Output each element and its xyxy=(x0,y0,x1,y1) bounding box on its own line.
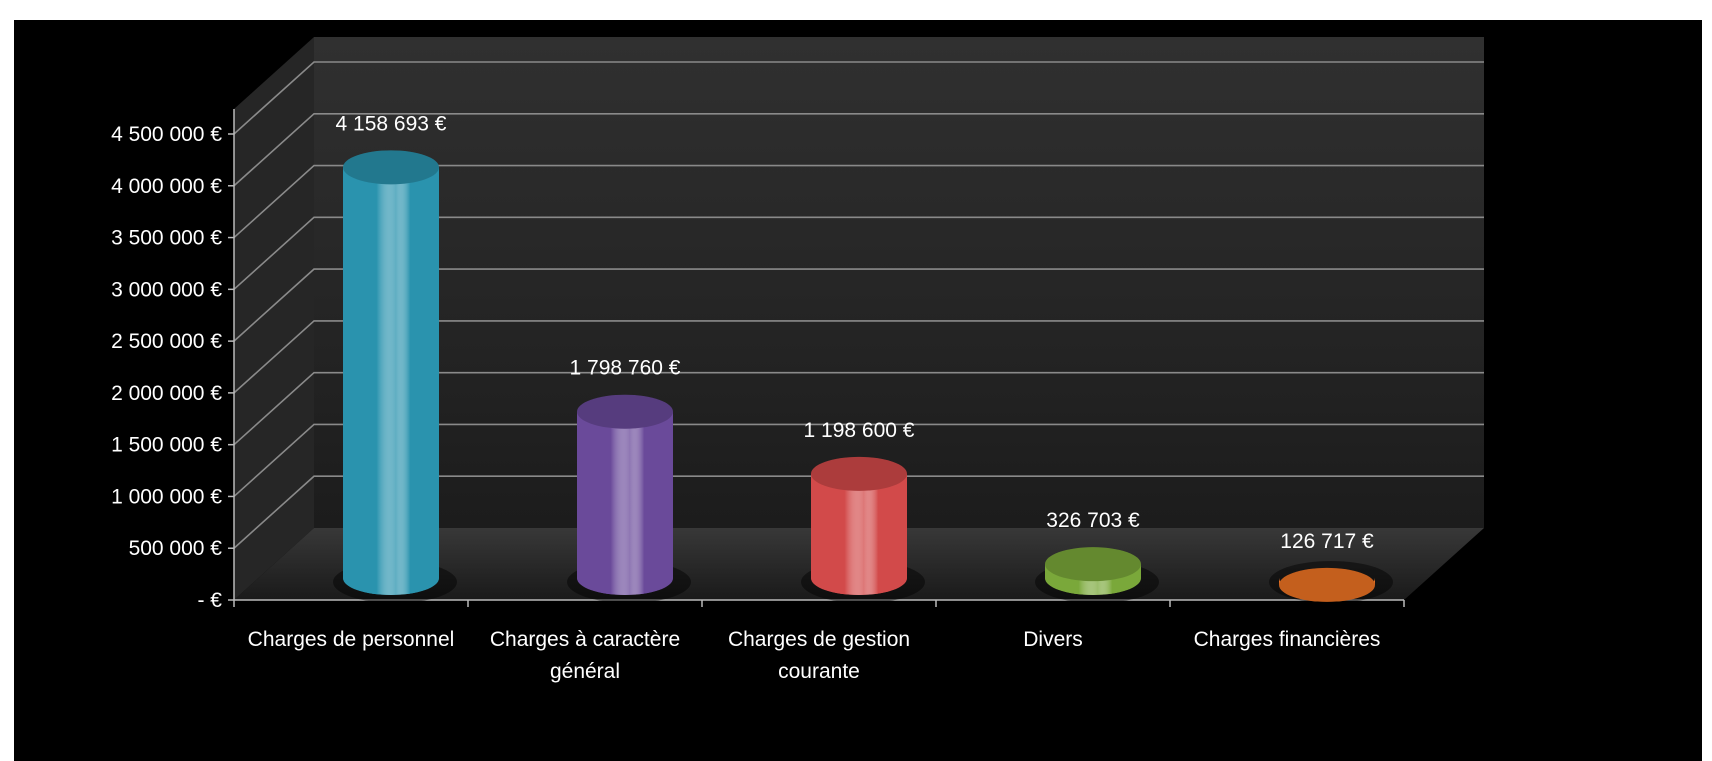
y-tick-label: 4 500 000 € xyxy=(111,123,222,146)
y-tick-label: 4 000 000 € xyxy=(111,175,222,198)
grid-line xyxy=(233,268,1484,342)
category-label: Charges à caractère xyxy=(490,628,680,651)
grid-line xyxy=(233,216,1484,290)
y-axis: - € 500 000 € 1 000 000 € 1 500 000 € 2 000 … xyxy=(111,109,235,612)
bar-top-shade xyxy=(343,150,439,185)
data-labels: 4 158 693 € 1 798 760 € 1 198 600 € 326 703… xyxy=(336,112,1374,553)
grid-line xyxy=(233,164,1484,239)
y-tick-label: 3 000 000 € xyxy=(111,278,222,301)
bar-shading xyxy=(577,411,673,595)
bar-shading xyxy=(811,473,907,595)
grid-line xyxy=(233,475,1484,549)
y-tick-label: - € xyxy=(197,589,222,612)
grid-line xyxy=(233,112,1484,187)
category-labels: Charges de personnel Charges à caractère g… xyxy=(248,628,1381,683)
grid-line xyxy=(233,61,1484,135)
bar-4 xyxy=(1269,561,1393,603)
grid-line xyxy=(233,320,1484,394)
category-label: Charges de gestion xyxy=(728,628,910,651)
bar-top-shade xyxy=(811,456,907,491)
category-label: courante xyxy=(778,660,860,683)
data-label: 1 798 760 € xyxy=(570,357,681,380)
grid-line xyxy=(233,371,1484,446)
y-tick-label: 1 000 000 € xyxy=(111,485,222,508)
bar-top xyxy=(343,150,439,185)
y-tick-label: 2 000 000 € xyxy=(111,382,222,405)
y-tick-label: 3 500 000 € xyxy=(111,227,222,250)
grid-lines xyxy=(233,61,1484,549)
category-label: général xyxy=(550,660,620,683)
bar-3 xyxy=(1035,547,1159,603)
bar-top-shade xyxy=(1279,567,1375,602)
data-label: 1 198 600 € xyxy=(804,419,915,442)
bar-chart: - € 500 000 € 1 000 000 € 1 500 000 € 2 000 … xyxy=(111,37,1484,683)
bar-top xyxy=(811,456,907,491)
data-label: 126 717 € xyxy=(1280,530,1374,553)
y-tick-label: 1 500 000 € xyxy=(111,434,222,457)
y-tick-label: 2 500 000 € xyxy=(111,330,222,353)
x-axis xyxy=(233,599,1405,607)
grid-line xyxy=(233,423,1484,498)
bar-1 xyxy=(567,394,691,603)
bars xyxy=(333,150,1393,603)
category-label: Charges de personnel xyxy=(248,628,455,651)
bar-top-shade xyxy=(1045,547,1141,582)
side-wall xyxy=(234,37,314,600)
bar-top xyxy=(577,394,673,429)
bar-2 xyxy=(801,456,925,603)
bar-top xyxy=(1279,567,1375,602)
bar-top-shade xyxy=(577,394,673,429)
y-tick-label: 500 000 € xyxy=(129,537,223,560)
chart-canvas: - € 500 000 € 1 000 000 € 1 500 000 € 2 000 … xyxy=(14,20,1702,761)
bar-shading xyxy=(343,167,439,595)
data-label: 4 158 693 € xyxy=(336,112,447,135)
bar-0 xyxy=(333,150,457,603)
category-label: Divers xyxy=(1023,628,1083,651)
data-label: 326 703 € xyxy=(1046,509,1140,532)
bar-top xyxy=(1045,547,1141,582)
back-wall xyxy=(314,37,1484,528)
category-label: Charges financières xyxy=(1194,628,1381,651)
